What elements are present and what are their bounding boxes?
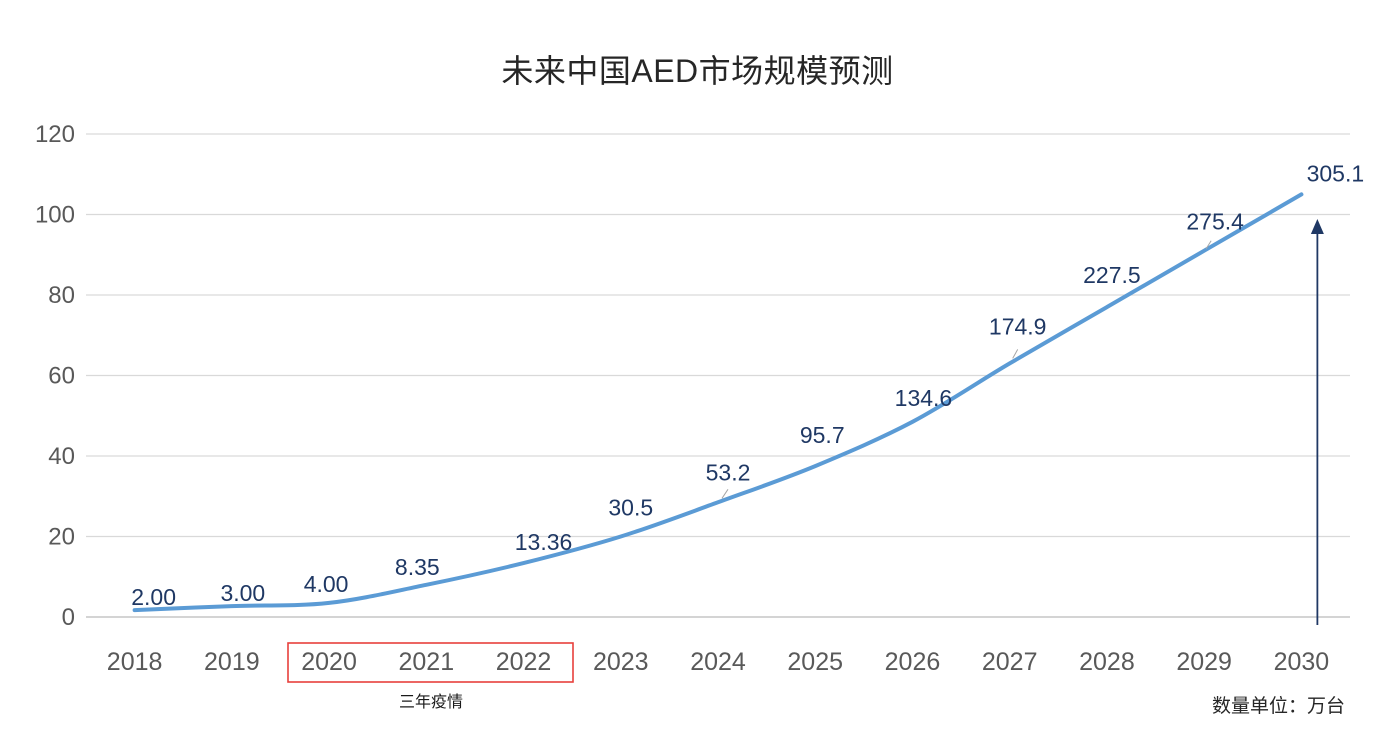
data-label: 3.00 bbox=[220, 580, 265, 606]
y-axis-tick-label: 40 bbox=[48, 443, 75, 470]
data-label: 13.36 bbox=[515, 529, 573, 555]
x-axis-tick-label: 2023 bbox=[593, 648, 649, 676]
x-axis-tick-label: 2020 bbox=[301, 648, 357, 676]
y-axis-tick-label: 120 bbox=[35, 121, 75, 148]
pandemic-annotation-label: 三年疫情 bbox=[398, 694, 463, 711]
y-axis-tick-label: 60 bbox=[48, 363, 75, 390]
unit-note: 数量单位：万台 bbox=[1211, 696, 1345, 717]
data-label: 4.00 bbox=[304, 571, 349, 597]
data-label: 275.4 bbox=[1186, 209, 1244, 235]
chart-title: 未来中国AED市场规模预测 bbox=[501, 53, 894, 89]
y-axis-tick-label: 100 bbox=[35, 202, 75, 229]
x-axis-tick-label: 2021 bbox=[398, 648, 454, 676]
pandemic-years-box bbox=[287, 642, 574, 683]
data-label: 174.9 bbox=[989, 313, 1047, 339]
x-axis-tick-label: 2019 bbox=[204, 648, 260, 676]
data-label: 8.35 bbox=[395, 554, 440, 580]
x-axis-tick-label: 2030 bbox=[1274, 648, 1330, 676]
y-axis-tick-label: 80 bbox=[48, 282, 75, 309]
x-axis-tick-label: 2027 bbox=[982, 648, 1038, 676]
data-label: 30.5 bbox=[608, 495, 653, 521]
data-label: 227.5 bbox=[1083, 262, 1141, 288]
data-label: 53.2 bbox=[706, 459, 751, 485]
x-axis-tick-label: 2026 bbox=[885, 648, 941, 676]
label-leader-line bbox=[1205, 240, 1212, 249]
x-axis-tick-label: 2028 bbox=[1079, 648, 1135, 676]
data-label: 305.1 bbox=[1307, 160, 1365, 186]
label-leader-line bbox=[1012, 349, 1019, 359]
y-axis-tick-label: 20 bbox=[48, 524, 75, 551]
data-label: 134.6 bbox=[895, 385, 953, 411]
x-axis-tick-label: 2029 bbox=[1176, 648, 1232, 676]
x-axis-tick-label: 2025 bbox=[787, 648, 843, 676]
x-axis-tick-label: 2024 bbox=[690, 648, 746, 676]
x-axis-tick-label: 2018 bbox=[107, 648, 163, 676]
y-axis-tick-label: 0 bbox=[62, 604, 75, 631]
data-label: 95.7 bbox=[800, 422, 845, 448]
growth-arrow-head-icon bbox=[1310, 219, 1324, 234]
data-label: 2.00 bbox=[131, 584, 176, 610]
label-leader-line bbox=[721, 489, 729, 499]
x-axis-tick-label: 2022 bbox=[496, 648, 552, 676]
series-line bbox=[132, 192, 1304, 613]
